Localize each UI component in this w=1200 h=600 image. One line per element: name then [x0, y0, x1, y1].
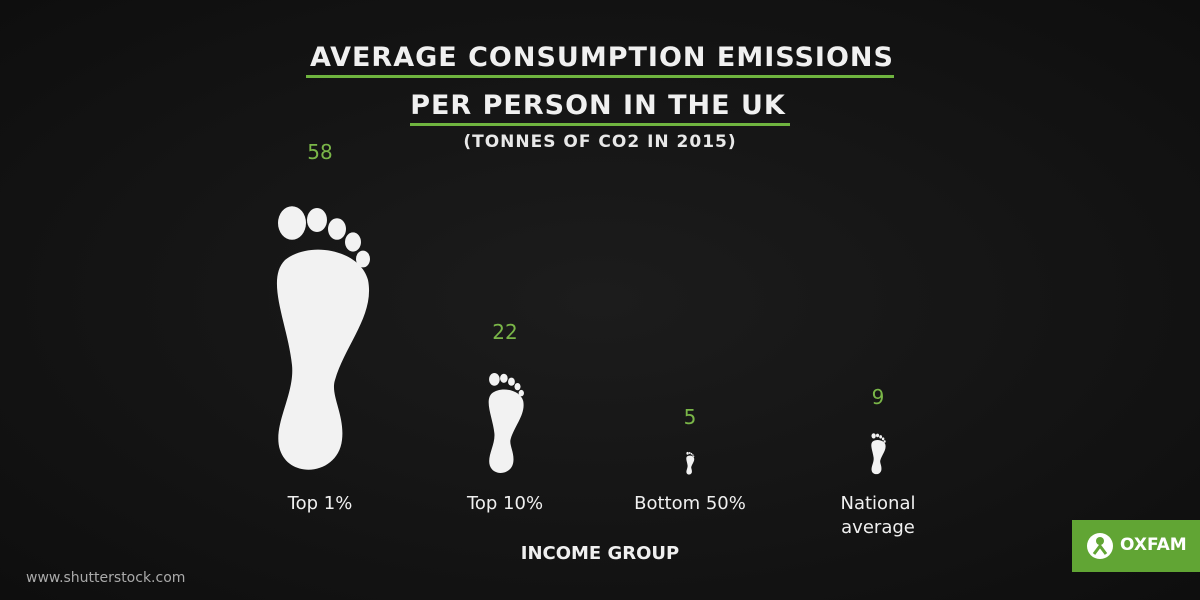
footprint-sole	[488, 389, 524, 473]
footprint	[488, 373, 524, 473]
footprint	[276, 206, 370, 470]
footprint-toe	[692, 454, 694, 456]
value-label: 22	[492, 320, 517, 344]
footprint-toe	[345, 232, 361, 252]
footprint-sole	[686, 455, 695, 475]
footprint-toe	[883, 440, 886, 443]
footprint-toe	[356, 250, 370, 268]
footprint-toe	[278, 206, 306, 240]
footprint-toe	[690, 452, 693, 455]
footprint-toe	[489, 373, 500, 386]
footprint-toe	[875, 433, 880, 438]
watermark: www.shutterstock.com	[26, 570, 186, 586]
footprint-toe	[879, 435, 883, 439]
x-tick-label: Top 1%	[287, 493, 353, 514]
x-tick-label: Top 10%	[466, 493, 544, 514]
footprint-toe	[508, 377, 515, 386]
footprint-toe	[686, 451, 689, 455]
title-text: AVERAGE CONSUMPTION EMISSIONS PER PERSON…	[306, 42, 894, 126]
footprint-toe	[693, 455, 695, 458]
chart-title: AVERAGE CONSUMPTION EMISSIONS PER PERSON…	[300, 34, 900, 130]
value-label: 58	[307, 140, 332, 164]
footprint	[686, 451, 695, 475]
value-label: 9	[872, 385, 885, 409]
x-tick-label: National average	[840, 493, 916, 538]
brand-name: OXFAM	[1120, 535, 1187, 555]
footprint-toe	[518, 389, 524, 397]
footprint-sole	[871, 440, 886, 475]
footprint-toe	[871, 433, 876, 439]
x-axis-label: INCOME GROUP	[520, 543, 680, 564]
logo-icon	[1087, 533, 1113, 559]
footprint-toe	[500, 373, 508, 383]
chart-subtitle: (TONNES OF CO2 IN 2015)	[463, 132, 737, 152]
footprint-toe	[688, 451, 691, 455]
footprint	[871, 433, 886, 475]
footprint-sole	[276, 249, 370, 470]
footprint-toe	[881, 437, 885, 441]
footprint-toe	[328, 218, 346, 240]
value-label: 5	[684, 405, 697, 429]
footprint-toe	[307, 208, 327, 232]
brand-logo: OXFAM	[1072, 520, 1200, 572]
footprint-toe	[514, 382, 521, 391]
x-tick-label: Bottom 50%	[634, 493, 746, 514]
